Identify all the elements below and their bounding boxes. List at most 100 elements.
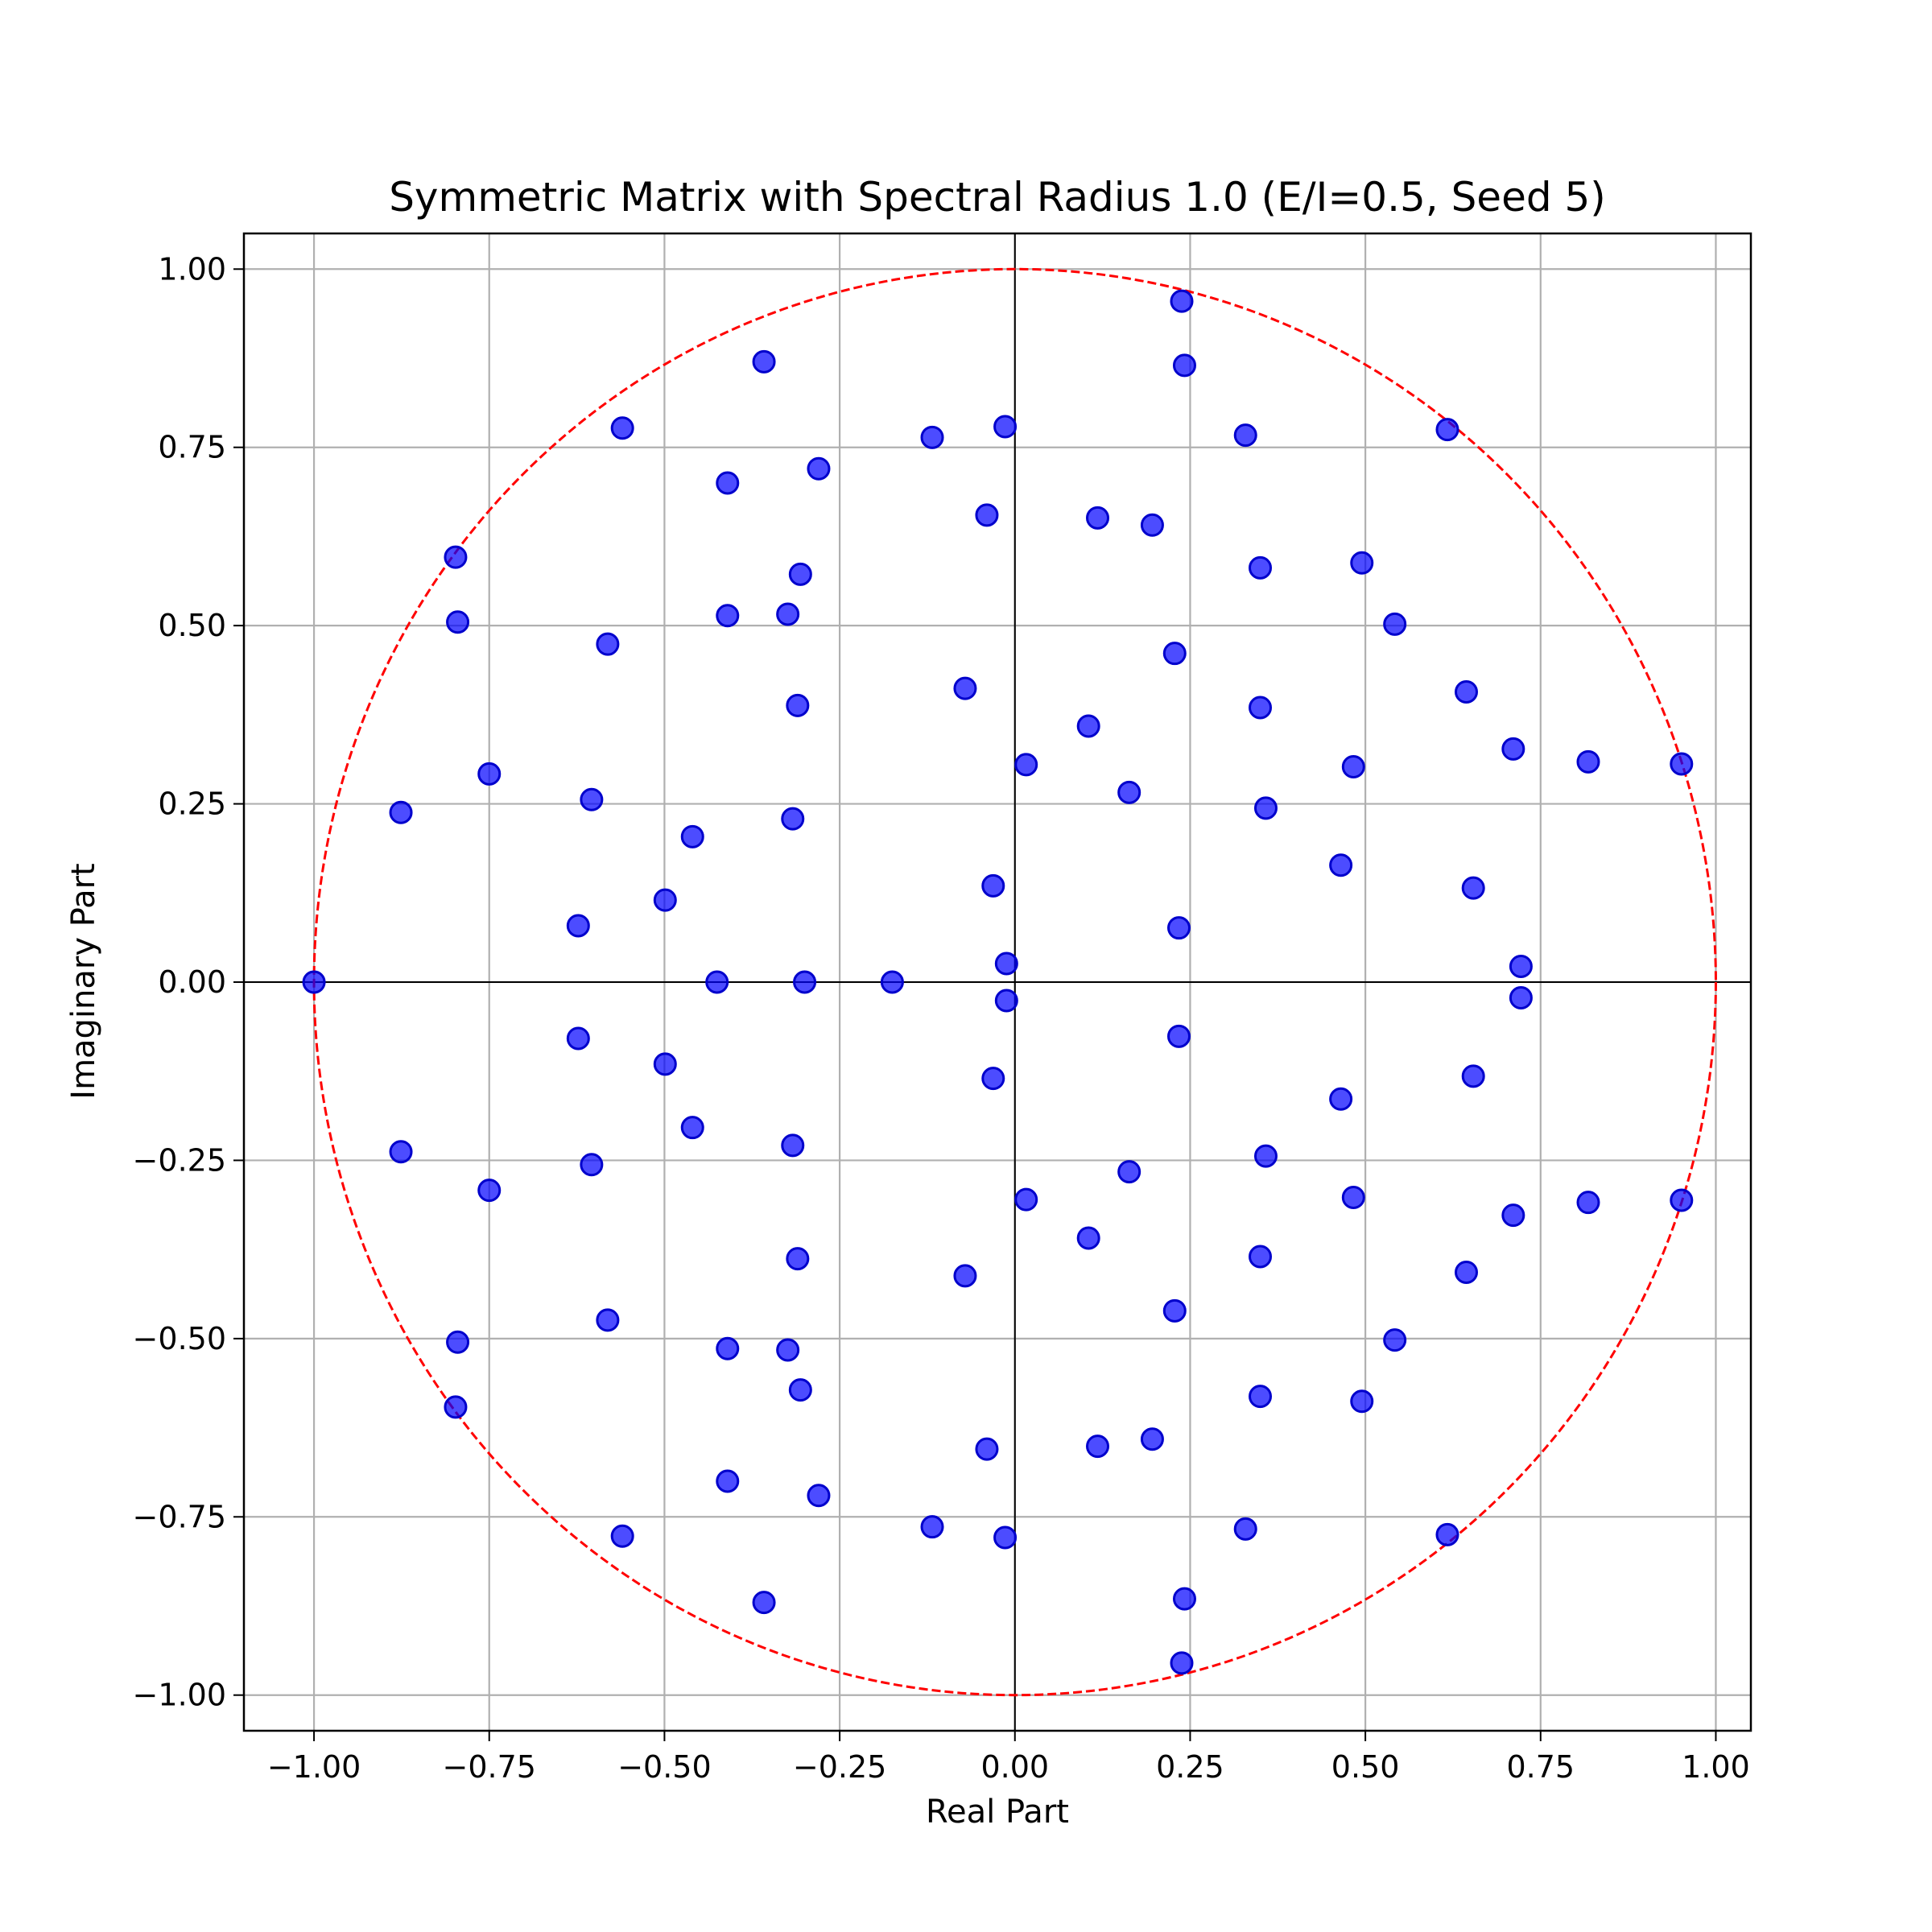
eigenvalue-point: [653, 888, 677, 912]
eigenvalue-point: [389, 1140, 413, 1164]
eigenvalue-point: [1249, 1245, 1273, 1269]
eigenvalue-point: [477, 1179, 502, 1203]
eigenvalue-point: [1162, 1298, 1187, 1323]
eigenvalue-point: [1249, 555, 1273, 580]
eigenvalue-point: [1167, 1024, 1191, 1048]
eigenvalue-point: [680, 824, 704, 848]
eigenvalue-point: [1576, 749, 1600, 774]
eigenvalue-point: [716, 1469, 740, 1493]
eigenvalue-point: [1341, 755, 1365, 779]
eigenvalue-point: [1461, 1064, 1485, 1088]
y-tick-label: −0.25: [133, 1142, 226, 1178]
eigenvalue-point: [1249, 696, 1273, 720]
y-tick-label: 0.25: [158, 786, 226, 822]
eigenvalue-point: [1167, 916, 1191, 940]
eigenvalue-point: [1509, 985, 1533, 1009]
eigenvalue-point: [389, 800, 413, 824]
y-tick-label: −1.00: [133, 1678, 226, 1713]
eigenvalue-points: [302, 289, 1694, 1675]
y-axis-ticks: −1.00 −0.75 −0.50 −0.25 0.00 0.25 0.50 0.75 1.00: [133, 251, 244, 1713]
eigenvalue-point: [953, 1264, 977, 1288]
eigenvalue-point: [786, 693, 810, 717]
y-tick-label: −0.75: [133, 1499, 226, 1534]
eigenvalue-point: [1350, 551, 1374, 575]
eigenvalue-point: [1233, 1517, 1257, 1541]
eigenvalue-point: [1454, 680, 1478, 704]
eigenvalue-point: [653, 1052, 677, 1076]
eigenvalue-point: [786, 1247, 810, 1271]
eigenvalue-point: [975, 1437, 999, 1461]
eigenvalue-point: [596, 1308, 620, 1332]
eigenvalue-point: [610, 416, 634, 440]
chart-title: Symmetric Matrix with Spectral Radius 1.…: [389, 174, 1606, 221]
eigenvalue-point: [1233, 423, 1257, 448]
y-tick-label: 0.50: [158, 608, 226, 643]
eigenvalue-point: [444, 545, 468, 569]
plot-area: [242, 232, 1752, 1732]
eigenvalue-point: [1253, 796, 1278, 820]
x-tick-label: 1.00: [1682, 1749, 1750, 1785]
eigenvalue-point: [716, 471, 740, 495]
eigenvalue-point: [1249, 1385, 1273, 1409]
eigenvalue-point: [781, 807, 805, 831]
eigenvalue-point: [1501, 737, 1525, 761]
eigenvalue-point: [610, 1524, 634, 1548]
eigenvalue-point: [1341, 1185, 1365, 1209]
x-tick-label: −0.50: [617, 1749, 711, 1785]
x-tick-label: 0.50: [1331, 1749, 1400, 1785]
y-tick-label: −0.50: [133, 1321, 226, 1356]
eigenvalue-point: [752, 349, 776, 374]
x-tick-label: 0.75: [1506, 1749, 1575, 1785]
eigenvalue-point: [920, 425, 944, 449]
x-axis-label: Real Part: [926, 1794, 1069, 1831]
eigenvalue-point: [920, 1515, 944, 1539]
eigenvalue-point: [788, 562, 812, 586]
eigenvalue-point: [1350, 1389, 1374, 1414]
eigenvalue-point: [580, 787, 604, 811]
zero-axes: [244, 233, 1751, 1731]
eigenvalue-point: [1253, 1144, 1278, 1168]
eigenvalue-point: [1172, 1587, 1196, 1611]
x-tick-label: −0.25: [793, 1749, 886, 1785]
y-tick-label: 0.75: [158, 430, 226, 465]
eigenvalue-point: [993, 415, 1018, 439]
eigenvalue-point: [994, 952, 1018, 976]
eigenvalue-point: [807, 456, 831, 481]
eigenvalue-point: [1117, 780, 1141, 804]
eigenvalue-point: [1435, 1522, 1459, 1546]
eigenvalue-point: [1170, 289, 1194, 313]
eigenvalue-point: [1140, 513, 1164, 537]
x-tick-label: −1.00: [267, 1749, 361, 1785]
eigenvalue-point: [1086, 1435, 1110, 1459]
eigenvalue-point: [477, 762, 502, 786]
x-tick-label: 0.00: [980, 1749, 1049, 1785]
eigenvalue-point: [788, 1378, 812, 1402]
eigenvalue-point: [1383, 1328, 1407, 1352]
eigenvalue-point: [1170, 1651, 1194, 1675]
eigenvalue-point: [716, 1336, 740, 1360]
eigenvalue-point: [566, 1026, 590, 1051]
eigenvalue-point: [446, 1330, 470, 1354]
eigenvalue-point: [1329, 853, 1353, 877]
eigenvalue-point: [1383, 612, 1407, 636]
eigenvalue-point: [975, 503, 999, 527]
eigenvalue-point: [596, 632, 620, 656]
eigenvalue-point: [1435, 418, 1459, 442]
eigenvalue-point: [680, 1116, 704, 1140]
eigenvalue-point: [1509, 955, 1533, 979]
eigenvalue-point: [1670, 752, 1694, 776]
eigenvalue-point: [1461, 876, 1485, 900]
eigenvalue-point: [1117, 1160, 1141, 1184]
eigenvalue-point: [781, 1133, 805, 1158]
y-tick-label: 0.00: [158, 964, 226, 1000]
eigenvalue-point: [705, 970, 729, 994]
eigenvalue-point: [1076, 1226, 1100, 1250]
eigenvalue-point: [1454, 1260, 1478, 1284]
eigenvalue-point: [994, 989, 1018, 1013]
eigenvalue-point: [1014, 1187, 1038, 1212]
x-axis-ticks: −1.00 −0.75 −0.50 −0.25 0.00 0.25 0.50 0.75 1.00: [267, 1731, 1750, 1785]
x-tick-label: −0.75: [443, 1749, 536, 1785]
eigenvalue-point: [1501, 1203, 1525, 1228]
eigenvalue-point: [446, 610, 470, 634]
